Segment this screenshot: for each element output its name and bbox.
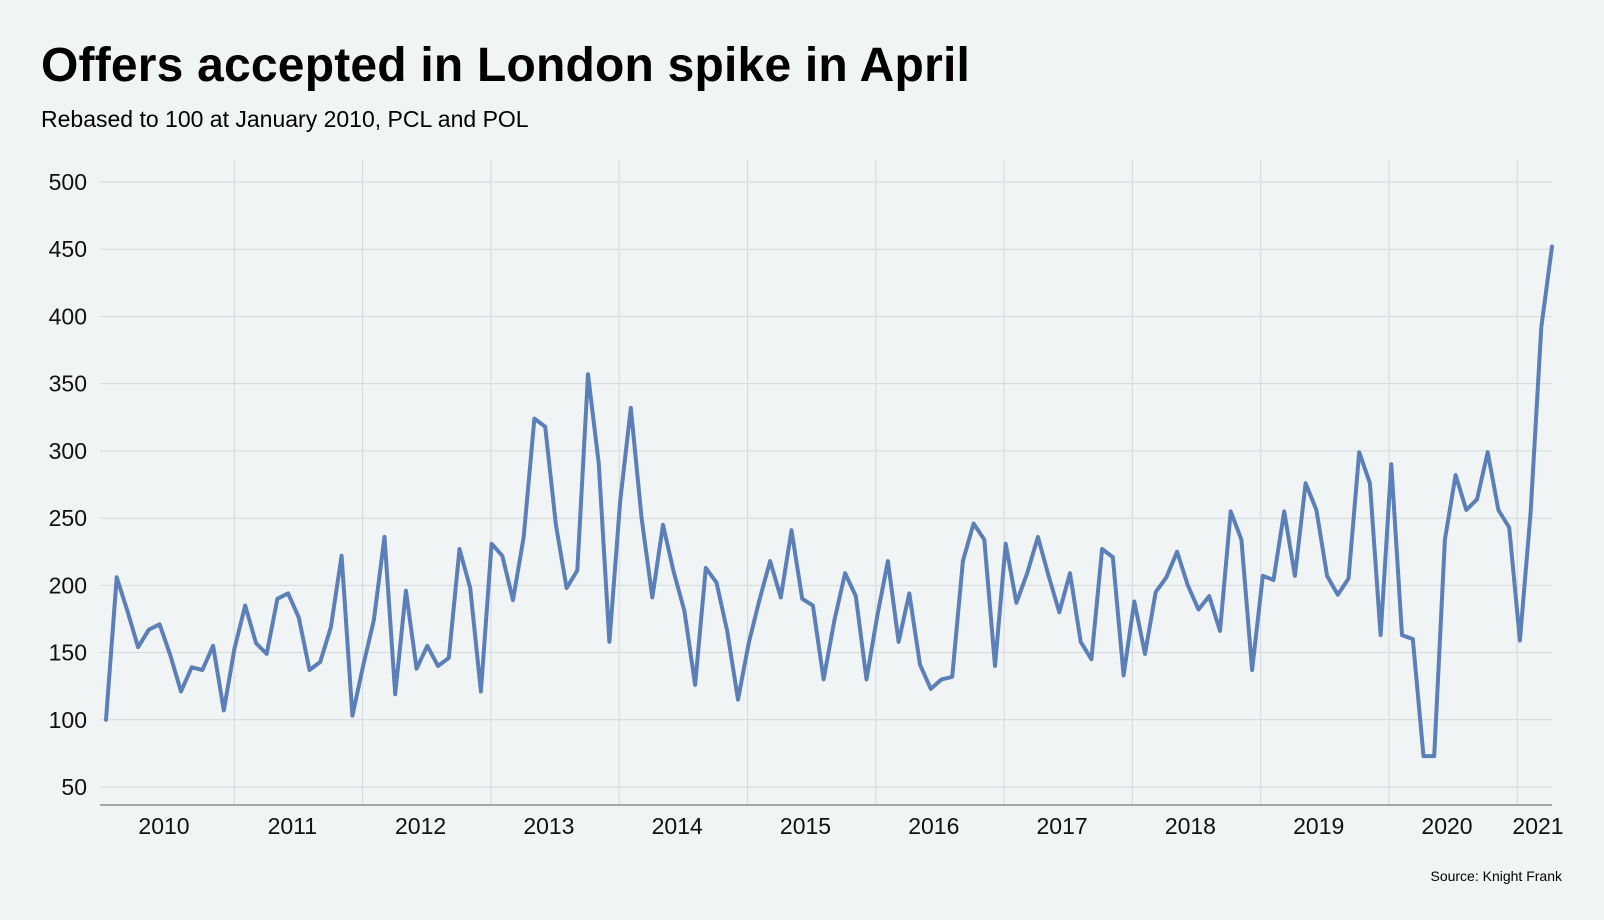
grid-layer <box>100 160 1552 805</box>
x-tick-label-2018: 2018 <box>1165 813 1216 839</box>
y-axis-ticks: 50 100 150 200 250 300 350 400 450 500 <box>49 169 87 800</box>
x-tick-label-2016: 2016 <box>908 813 959 839</box>
x-tick-label-2021: 2021 <box>1512 813 1563 839</box>
x-tick-label-2012: 2012 <box>395 813 446 839</box>
y-tick-label-500: 500 <box>49 169 87 195</box>
chart-title: Offers accepted in London spike in April <box>41 39 971 92</box>
x-tick-label-2017: 2017 <box>1037 813 1088 839</box>
x-tick-label-2015: 2015 <box>780 813 831 839</box>
x-tick-label-2014: 2014 <box>652 813 703 839</box>
y-tick-label-250: 250 <box>49 505 87 531</box>
chart-subtitle: Rebased to 100 at January 2010, PCL and … <box>41 106 529 132</box>
y-tick-label-350: 350 <box>49 371 87 397</box>
x-tick-label-2010: 2010 <box>138 813 189 839</box>
y-tick-label-450: 450 <box>49 236 87 262</box>
y-tick-label-150: 150 <box>49 640 87 666</box>
x-tick-label-2011: 2011 <box>268 813 317 839</box>
x-tick-label-2019: 2019 <box>1293 813 1344 839</box>
series-layer <box>104 244 1554 759</box>
y-tick-label-300: 300 <box>49 438 87 464</box>
x-tick-label-2013: 2013 <box>523 813 574 839</box>
series-line-offers-accepted <box>104 244 1554 759</box>
y-tick-label-200: 200 <box>49 572 87 598</box>
y-tick-label-100: 100 <box>49 707 87 733</box>
x-tick-label-2020: 2020 <box>1421 813 1472 839</box>
y-tick-label-400: 400 <box>49 303 87 329</box>
x-axis-ticks: 2010 2011 2012 2013 2014 2015 2016 2017 2018 2019… <box>138 813 1563 839</box>
source-note: Source: Knight Frank <box>1430 868 1562 884</box>
y-tick-label-50: 50 <box>61 774 87 800</box>
